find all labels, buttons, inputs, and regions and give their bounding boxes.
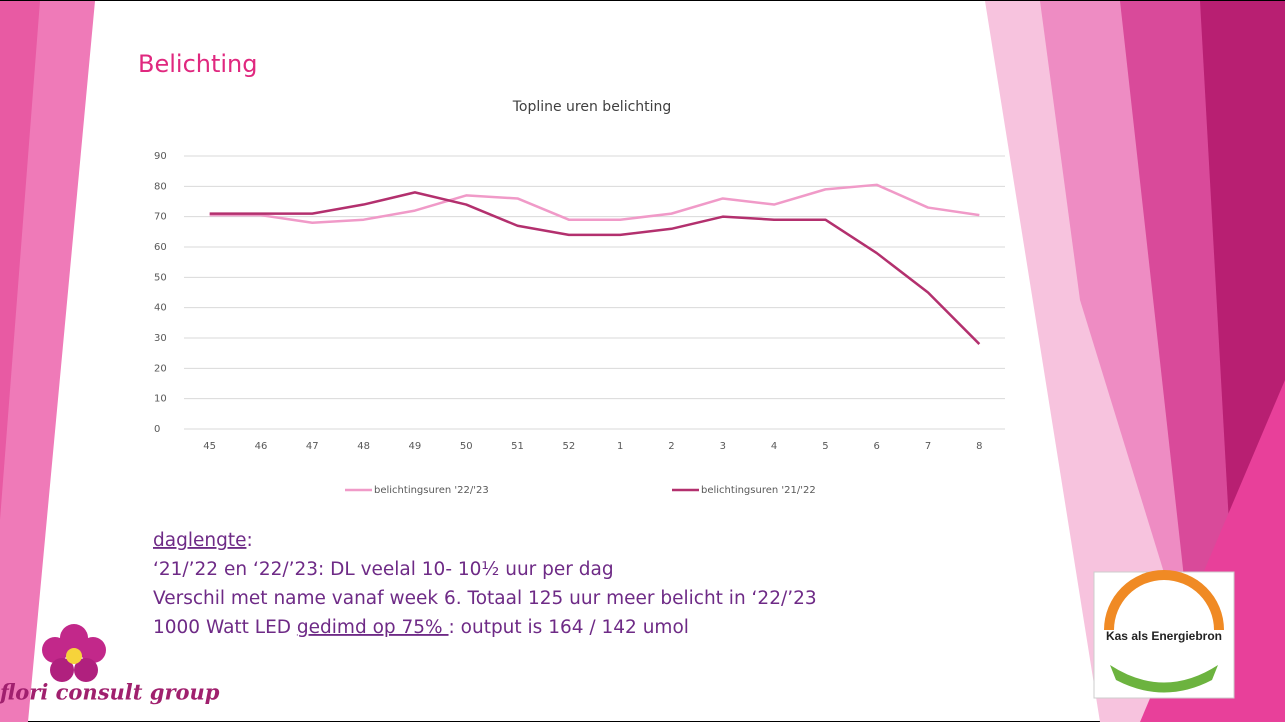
y-tick-label: 10	[154, 394, 167, 405]
x-tick-label: 7	[925, 441, 931, 452]
y-tick-label: 30	[154, 333, 167, 344]
y-tick-label: 0	[154, 424, 160, 435]
y-tick-label: 60	[154, 242, 167, 253]
y-tick-label: 70	[154, 212, 167, 223]
x-tick-label: 1	[617, 441, 623, 452]
note-text: Verschil met name vanaf week 6. Totaal 1…	[153, 588, 817, 609]
x-tick-label: 51	[511, 441, 524, 452]
slide: Belichting Topline uren belichting 0 10 20…	[0, 0, 1285, 722]
x-tick-label: 49	[409, 441, 422, 452]
note-text: daglengte	[153, 530, 246, 551]
note-line: ‘21/’22 en ‘22/’23: DL veelal 10- 10½ uu…	[153, 559, 614, 580]
x-tick-label: 8	[976, 441, 982, 452]
x-tick-label: 46	[255, 441, 268, 452]
chart-title: Topline uren belichting	[512, 99, 672, 115]
logo-text: Kas als Energiebron	[1106, 629, 1222, 643]
logo-text: flori consult group	[0, 680, 220, 705]
legend-label: belichtingsuren '21/'22	[701, 485, 816, 496]
legend-label: belichtingsuren '22/'23	[374, 485, 489, 496]
x-tick-label: 4	[771, 441, 777, 452]
x-tick-label: 48	[357, 441, 370, 452]
note-text: :	[246, 530, 252, 551]
x-tick-label: 6	[874, 441, 880, 452]
note-text: ‘21/’22 en ‘22/’23: DL veelal 10- 10½ uu…	[153, 559, 614, 580]
x-tick-label: 47	[306, 441, 319, 452]
logo-right: Kas als Energiebron	[1094, 570, 1234, 698]
y-tick-label: 50	[154, 272, 167, 283]
x-tick-label: 52	[562, 441, 575, 452]
x-tick-label: 45	[203, 441, 216, 452]
x-tick-label: 2	[668, 441, 674, 452]
note-text: gedimd op 75%	[297, 617, 449, 638]
x-tick-label: 5	[822, 441, 828, 452]
note-line: 1000 Watt LED gedimd op 75% : output is …	[153, 617, 689, 638]
x-tick-label: 50	[460, 441, 473, 452]
y-tick-label: 20	[154, 363, 167, 374]
note-text: : output is 164 / 142 umol	[449, 617, 689, 638]
slide-title: Belichting	[138, 50, 258, 78]
note-line: Verschil met name vanaf week 6. Totaal 1…	[153, 588, 817, 609]
y-tick-label: 80	[154, 181, 167, 192]
note-line: daglengte:	[153, 530, 253, 551]
x-tick-label: 3	[720, 441, 726, 452]
y-tick-label: 40	[154, 303, 167, 314]
y-tick-label: 90	[154, 151, 167, 162]
note-text: 1000 Watt LED	[153, 617, 297, 638]
